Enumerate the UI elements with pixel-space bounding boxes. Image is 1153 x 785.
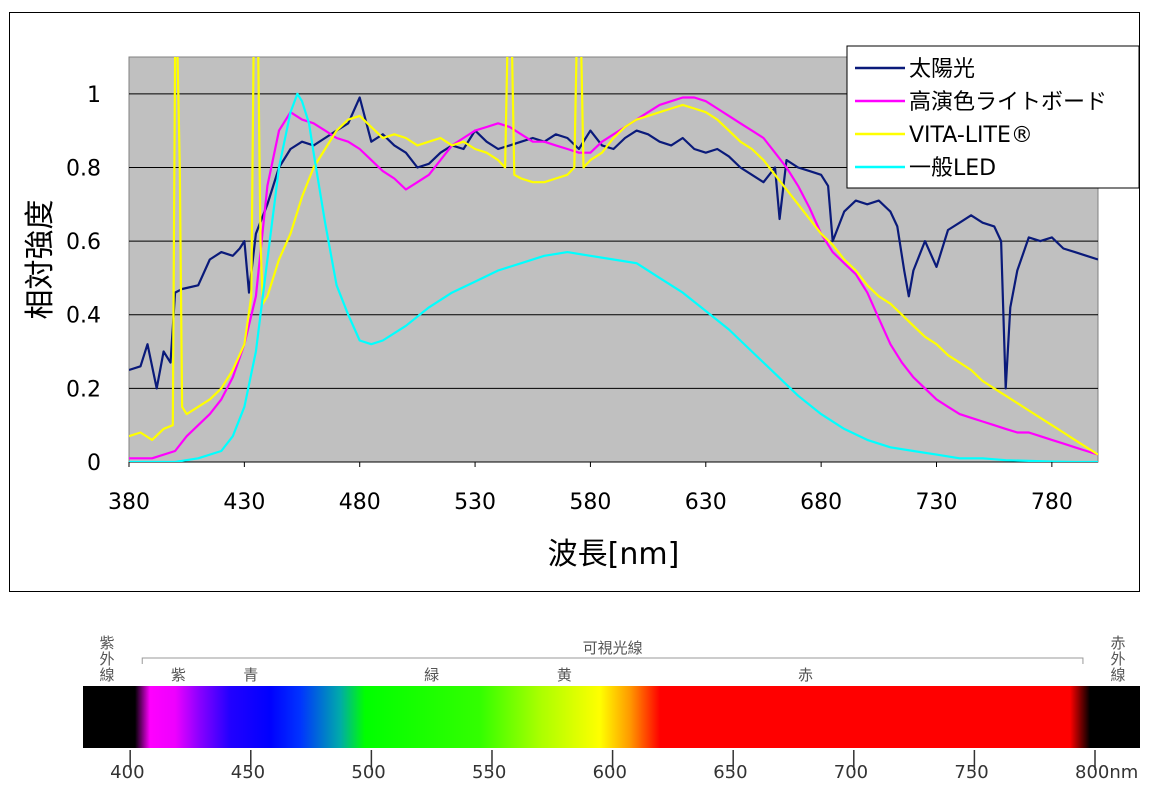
color-name-label: 黄 [557, 666, 572, 684]
color-name-label: 赤 [798, 666, 813, 684]
legend-label: 一般LED [909, 156, 996, 181]
ir-label: 赤外線 [1110, 634, 1125, 684]
series-line-4 [129, 92, 1098, 462]
svg-text:紫: 紫 [99, 634, 114, 652]
x-tick-label: 480 [339, 490, 381, 515]
x-tick-label: 780 [1031, 490, 1073, 515]
series-line-3 [129, 57, 1098, 456]
y-tick-label: 0.6 [66, 230, 101, 255]
x-tick-label: 430 [223, 490, 265, 515]
spectrum-tick-label: 450 [231, 762, 265, 783]
legend-label: 高演色ライトボード [909, 90, 1107, 115]
x-tick-label: 380 [108, 490, 150, 515]
color-name-label: 緑 [424, 666, 439, 684]
spectrum-tick-label: 400 [110, 762, 144, 783]
y-tick-label: 0.4 [66, 304, 101, 329]
legend-label: 太陽光 [909, 57, 975, 82]
x-tick-label: 530 [454, 490, 496, 515]
y-tick-label: 0.2 [66, 377, 101, 402]
spectrum-tick-label: 700 [834, 762, 868, 783]
x-tick-label: 730 [916, 490, 958, 515]
color-name-label: 青 [243, 666, 258, 684]
svg-text:線: 線 [1110, 666, 1125, 684]
y-axis-title: 相対強度 [23, 200, 58, 320]
spectrum-tick-label: 550 [472, 762, 506, 783]
spectrum-tick-label: 650 [713, 762, 747, 783]
x-axis-title: 波長[nm] [548, 537, 680, 572]
visible-bracket [141, 657, 1084, 664]
visible-spectrum-bar: 紫外線赤外線可視光線紫青緑黄赤400 450 500 550 600 650 700 750 8… [83, 634, 1140, 783]
spectrum-tick-label: 600 [593, 762, 627, 783]
spectrum-tick-label: 500 [351, 762, 385, 783]
x-tick-label: 630 [685, 490, 727, 515]
svg-text:線: 線 [99, 666, 114, 684]
color-name-label: 紫 [171, 666, 186, 684]
legend [846, 45, 1140, 189]
x-tick-label: 680 [800, 490, 842, 515]
y-tick-label: 0 [87, 451, 101, 476]
svg-text:赤: 赤 [1110, 634, 1125, 652]
x-tick-label: 580 [569, 490, 611, 515]
spectrum-tick-label: 750 [954, 762, 988, 783]
spectrum-gradient [83, 686, 1140, 748]
y-tick-label: 0.8 [66, 156, 101, 181]
series-group [129, 57, 1098, 462]
svg-text:外: 外 [99, 650, 114, 668]
svg-text:外: 外 [1110, 650, 1125, 668]
y-tick-label: 1 [87, 83, 101, 108]
uv-label: 紫外線 [99, 634, 114, 684]
spectrum-chart: 0 0.2 0.4 0.6 0.8 1 380 430 480 530 580 630 680 730 78… [23, 45, 1140, 572]
legend-label: VITA-LITE® [909, 123, 1033, 148]
visible-label: 可視光線 [583, 639, 643, 657]
spectrum-tick-label: 800nm [1075, 762, 1138, 783]
